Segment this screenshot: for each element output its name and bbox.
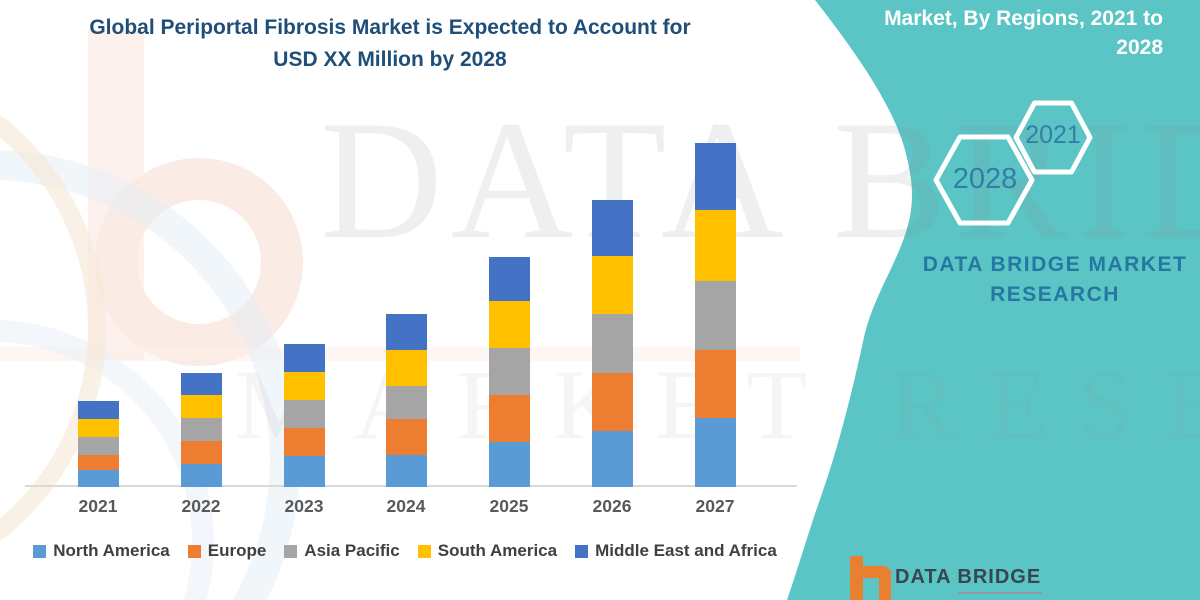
legend-label: Asia Pacific — [304, 541, 400, 560]
legend-swatch — [187, 544, 201, 558]
segment-north-america-2027 — [694, 418, 736, 487]
logo-b-mark — [850, 556, 863, 600]
legend-item-south-america: South America — [417, 541, 558, 561]
legend-item-europe: Europe — [187, 541, 267, 561]
stacked-bar-2026 — [591, 200, 633, 487]
hexagon-year-2021: 2021 — [1025, 121, 1081, 149]
segment-north-america-2022 — [180, 464, 222, 487]
legend-label: Middle East and Africa — [595, 541, 777, 560]
segment-middle-east-and-africa-2027 — [694, 143, 736, 210]
stacked-bar-2025 — [488, 257, 530, 487]
legend-label: South America — [437, 541, 558, 560]
legend-swatch — [284, 544, 298, 558]
segment-europe-2024 — [385, 419, 427, 455]
stacked-bar-2027 — [694, 143, 736, 487]
brand-caption: DATA BRIDGE MARKET RESEARCH — [922, 253, 1188, 307]
stacked-bar-2024 — [385, 314, 427, 487]
segment-middle-east-and-africa-2026 — [591, 200, 633, 256]
stacked-bar-2022 — [180, 373, 222, 487]
x-axis-label-2027: 2027 — [695, 496, 735, 516]
x-axis-label-2024: 2024 — [386, 496, 426, 516]
segment-north-america-2025 — [488, 442, 530, 487]
logo-subtext: MARKET RESEARCH — [896, 597, 1083, 600]
teal-panel-heading: Market, By Regions, 2021 to 2028 — [884, 7, 1163, 60]
segment-europe-2022 — [180, 441, 222, 464]
hexagon-outlines — [933, 100, 1093, 226]
x-axis-label-2022: 2022 — [181, 496, 221, 516]
segment-middle-east-and-africa-2024 — [385, 314, 427, 350]
x-axis-label-2026: 2026 — [592, 496, 632, 516]
segment-asia-pacific-2026 — [591, 314, 633, 373]
segment-south-america-2027 — [694, 210, 736, 281]
segment-europe-2021 — [77, 455, 119, 470]
data-bridge-logo: DATA BRIDGE MARKET RESEARCH — [836, 552, 1158, 600]
hexagon-year-2028: 2028 — [952, 163, 1018, 195]
segment-europe-2025 — [488, 395, 530, 442]
legend-item-asia-pacific: Asia Pacific — [284, 541, 400, 561]
chart-legend: North America Europe Asia Pacific South Ame… — [25, 541, 785, 561]
stacked-bar-2023 — [283, 344, 325, 487]
stacked-bar-2021 — [77, 401, 119, 487]
x-axis-label-2023: 2023 — [284, 496, 324, 516]
segment-south-america-2025 — [488, 301, 530, 348]
legend-swatch — [575, 544, 589, 558]
segment-middle-east-and-africa-2023 — [283, 344, 325, 372]
logo-underline — [958, 592, 1042, 594]
legend-label: North America — [53, 541, 170, 560]
legend-item-middle-east-and-africa: Middle East and Africa — [575, 541, 777, 561]
segment-south-america-2026 — [591, 256, 633, 314]
logo-b-mark — [879, 570, 891, 600]
segment-south-america-2022 — [180, 395, 222, 418]
segment-north-america-2026 — [591, 431, 633, 487]
segment-south-america-2024 — [385, 350, 427, 386]
segment-south-america-2023 — [283, 372, 325, 400]
legend-swatch — [33, 544, 47, 558]
segment-north-america-2024 — [385, 455, 427, 487]
segment-asia-pacific-2024 — [385, 386, 427, 419]
segment-asia-pacific-2027 — [694, 281, 736, 350]
segment-north-america-2023 — [283, 456, 325, 487]
segment-middle-east-and-africa-2025 — [488, 257, 530, 301]
segment-middle-east-and-africa-2021 — [77, 401, 119, 419]
segment-north-america-2021 — [77, 470, 119, 487]
x-axis-label-2025: 2025 — [489, 496, 529, 516]
segment-asia-pacific-2023 — [283, 400, 325, 428]
segment-asia-pacific-2022 — [180, 418, 222, 441]
legend-swatch — [417, 544, 431, 558]
legend-label: Europe — [207, 541, 267, 560]
segment-asia-pacific-2025 — [488, 348, 530, 395]
chart-title: Global Periportal Fibrosis Market is Exp… — [89, 16, 691, 71]
segment-asia-pacific-2021 — [77, 437, 119, 455]
segment-europe-2026 — [591, 373, 633, 431]
segment-middle-east-and-africa-2022 — [180, 373, 222, 395]
watermark-text-data-bridge: DATA BRIDGE — [320, 86, 1200, 274]
x-axis-label-2021: 2021 — [78, 496, 118, 516]
logo-wordmark: DATA BRIDGE — [895, 566, 1042, 588]
segment-europe-2023 — [283, 428, 325, 456]
legend-item-north-america: North America — [33, 541, 170, 561]
segment-south-america-2021 — [77, 419, 119, 437]
segment-europe-2027 — [694, 350, 736, 418]
